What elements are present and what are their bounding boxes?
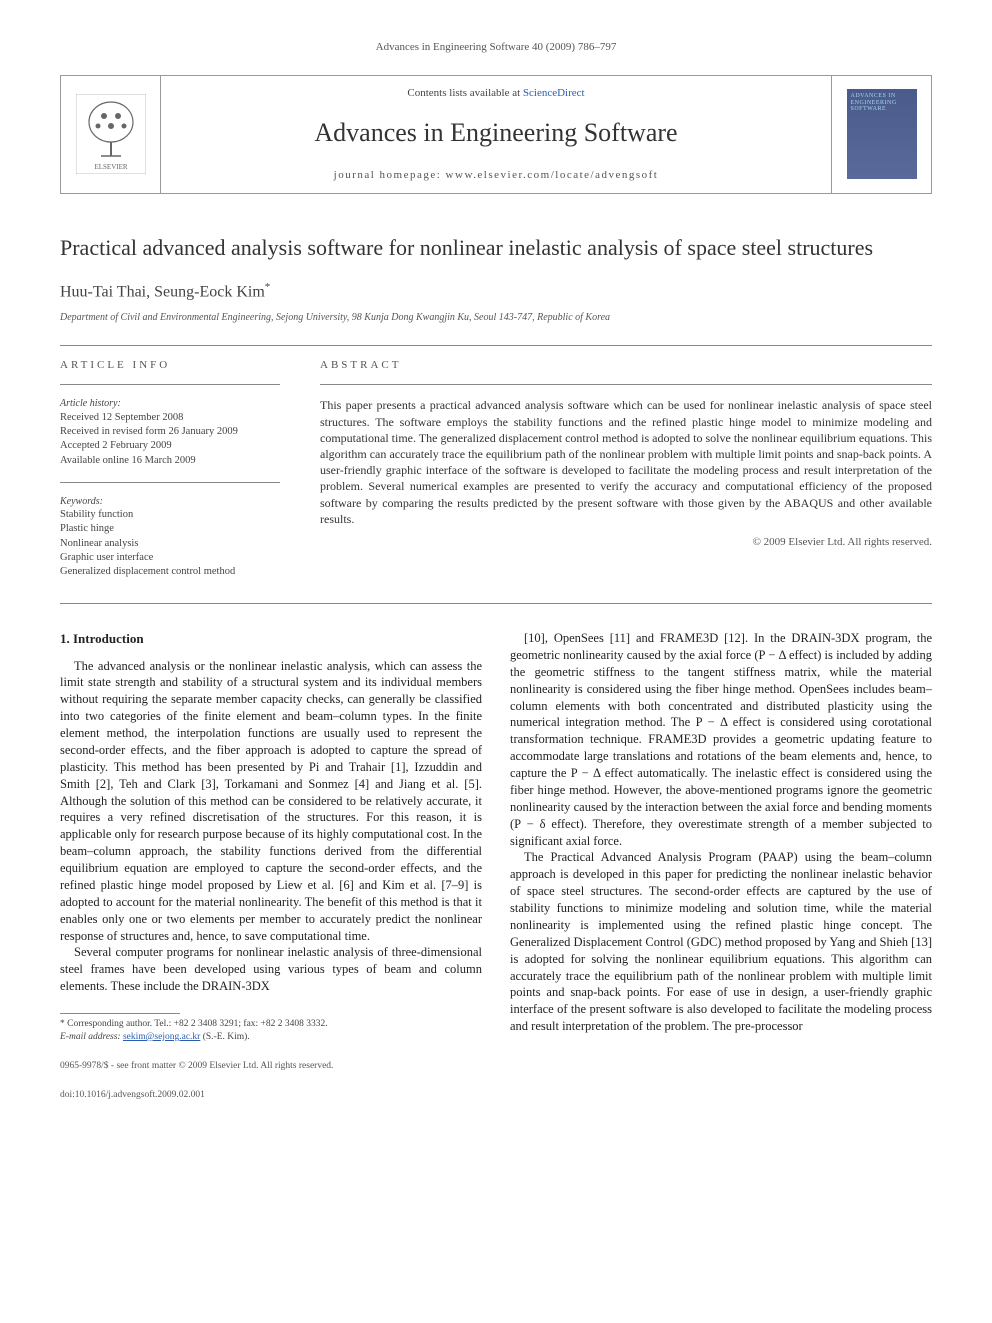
cover-thumb-box: ADVANCES IN ENGINEERING SOFTWARE: [831, 76, 931, 193]
history-label: Article history:: [60, 397, 280, 411]
doi-line: doi:10.1016/j.advengsoft.2009.02.001: [60, 1089, 932, 1102]
email-suffix: (S.-E. Kim).: [200, 1032, 249, 1042]
abstract-label: ABSTRACT: [320, 358, 932, 373]
sciencedirect-link[interactable]: ScienceDirect: [523, 87, 585, 99]
body-paragraph: [10], OpenSees [11] and FRAME3D [12]. In…: [510, 630, 932, 849]
article-title: Practical advanced analysis software for…: [60, 234, 932, 263]
running-header: Advances in Engineering Software 40 (200…: [60, 40, 932, 55]
cover-line-2: ENGINEERING: [851, 100, 913, 107]
online-date: Available online 16 March 2009: [60, 454, 280, 468]
cover-line-1: ADVANCES IN: [851, 93, 913, 100]
article-history: Article history: Received 12 September 2…: [60, 397, 280, 467]
divider: [60, 384, 280, 385]
keyword-item: Stability function: [60, 508, 280, 522]
journal-name: Advances in Engineering Software: [314, 115, 677, 150]
keywords: Keywords: Stability function Plastic hin…: [60, 495, 280, 579]
abstract-block: ABSTRACT This paper presents a practical…: [320, 358, 932, 579]
journal-cover-thumb: ADVANCES IN ENGINEERING SOFTWARE: [847, 89, 917, 179]
divider: [320, 384, 932, 385]
affiliation: Department of Civil and Environmental En…: [60, 311, 932, 325]
section-heading-introduction: 1. Introduction: [60, 630, 482, 648]
keyword-item: Nonlinear analysis: [60, 537, 280, 551]
contents-available-line: Contents lists available at ScienceDirec…: [407, 86, 584, 101]
elsevier-tree-logo: ELSEVIER: [76, 94, 146, 174]
journal-masthead: ELSEVIER Contents lists available at Sci…: [60, 75, 932, 194]
keyword-item: Plastic hinge: [60, 522, 280, 536]
body-paragraph: Several computer programs for nonlinear …: [60, 944, 482, 995]
corr-author-marker: *: [265, 281, 271, 293]
authors: Huu-Tai Thai, Seung-Eock Kim*: [60, 280, 932, 303]
article-meta-row: ARTICLE INFO Article history: Received 1…: [60, 358, 932, 579]
revised-date: Received in revised form 26 January 2009: [60, 425, 280, 439]
divider: [60, 482, 280, 483]
corr-author-line: * Corresponding author. Tel.: +82 2 3408…: [60, 1018, 482, 1031]
email-label: E-mail address:: [60, 1032, 123, 1042]
left-column: 1. Introduction The advanced analysis or…: [60, 630, 482, 1044]
body-two-column: 1. Introduction The advanced analysis or…: [60, 630, 932, 1044]
keyword-item: Generalized displacement control method: [60, 565, 280, 579]
svg-text:ELSEVIER: ELSEVIER: [94, 163, 127, 171]
abstract-text: This paper presents a practical advanced…: [320, 397, 932, 527]
journal-homepage: journal homepage: www.elsevier.com/locat…: [334, 168, 659, 183]
article-info-label: ARTICLE INFO: [60, 358, 280, 373]
body-paragraph: The Practical Advanced Analysis Program …: [510, 849, 932, 1035]
article-info-block: ARTICLE INFO Article history: Received 1…: [60, 358, 280, 579]
corr-email-link[interactable]: sekim@sejong.ac.kr: [123, 1032, 200, 1042]
contents-prefix: Contents lists available at: [407, 87, 522, 99]
corresponding-author-footnote: * Corresponding author. Tel.: +82 2 3408…: [60, 1018, 482, 1044]
divider: [60, 345, 932, 346]
footnote-rule: [60, 1013, 180, 1014]
cover-line-3: SOFTWARE: [851, 106, 913, 113]
abstract-copyright: © 2009 Elsevier Ltd. All rights reserved…: [320, 535, 932, 550]
body-paragraph: The advanced analysis or the nonlinear i…: [60, 658, 482, 945]
keyword-item: Graphic user interface: [60, 551, 280, 565]
right-column: [10], OpenSees [11] and FRAME3D [12]. In…: [510, 630, 932, 1044]
publisher-logo-box: ELSEVIER: [61, 76, 161, 193]
keywords-label: Keywords:: [60, 495, 280, 509]
author-names: Huu-Tai Thai, Seung-Eock Kim: [60, 284, 265, 301]
email-line: E-mail address: sekim@sejong.ac.kr (S.-E…: [60, 1031, 482, 1044]
masthead-center: Contents lists available at ScienceDirec…: [161, 76, 831, 193]
front-matter-line: 0965-9978/$ - see front matter © 2009 El…: [60, 1060, 932, 1073]
divider: [60, 603, 932, 604]
accepted-date: Accepted 2 February 2009: [60, 439, 280, 453]
received-date: Received 12 September 2008: [60, 411, 280, 425]
